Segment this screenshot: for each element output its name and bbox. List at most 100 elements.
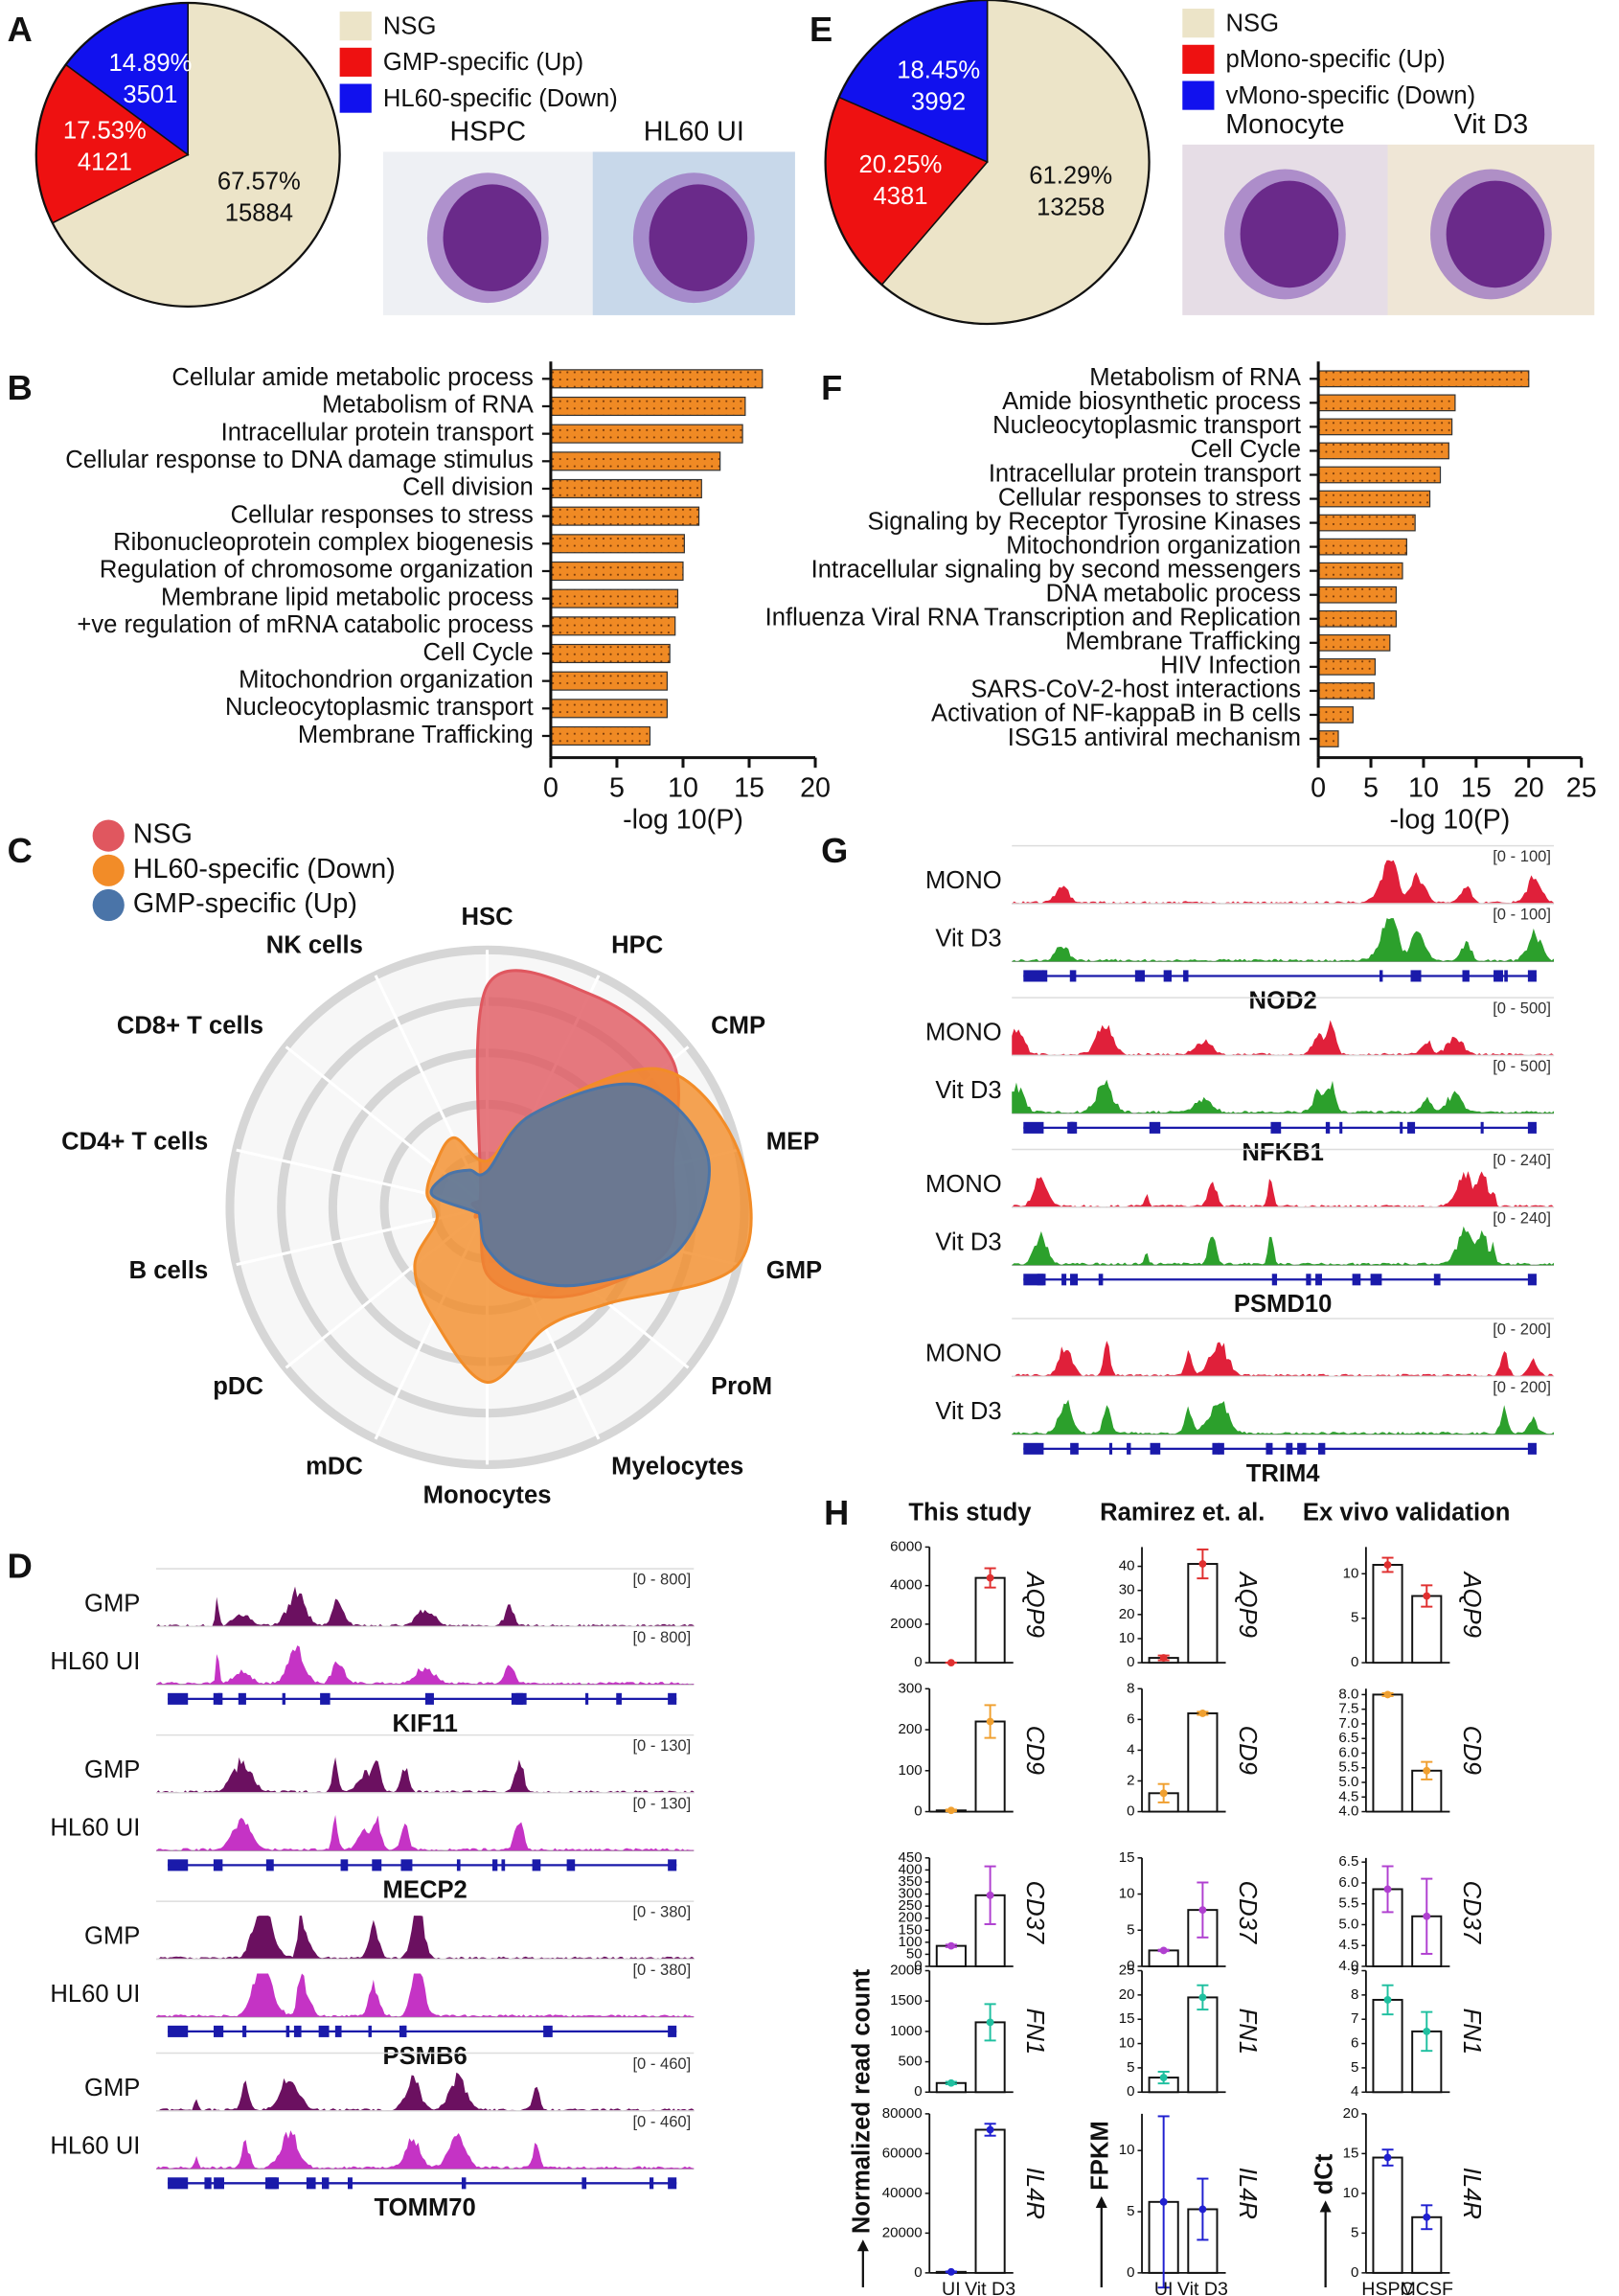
gene-name: NOD2 (1249, 987, 1317, 1014)
exon (372, 1859, 382, 1871)
legend-label: pMono-specific (Up) (1226, 46, 1446, 73)
category-label: Activation of NF-kappaB in B cells (931, 700, 1301, 727)
bar (1317, 562, 1403, 580)
y-tick-label: 80000 (882, 2105, 923, 2122)
exon (1069, 970, 1077, 982)
radar-area (429, 1082, 711, 1288)
y-tick-label: 250 (899, 1897, 923, 1914)
bar (1372, 1564, 1403, 1665)
y-tick-label: 1000 (890, 2023, 923, 2039)
signal-track (1012, 860, 1555, 905)
bar (974, 2128, 1006, 2274)
track-label: MONO (925, 1171, 1002, 1198)
exon (1042, 970, 1048, 982)
legend-label: GMP-specific (Up) (383, 49, 583, 76)
exon (1023, 970, 1044, 982)
track-label: GMP (84, 1591, 140, 1618)
y-tick-label: 200 (899, 1910, 923, 1926)
mean-dot (1423, 1766, 1431, 1775)
y-tick-label: 8.0 (1338, 1686, 1358, 1702)
exon (242, 2025, 247, 2037)
exon (214, 2177, 225, 2190)
y-tick-label: 0 (914, 1654, 922, 1670)
y-tick-label: 2000 (890, 1616, 923, 1632)
category-label: Intracellular protein transport (221, 419, 534, 446)
y-tick-label: 5 (1351, 2059, 1358, 2076)
gene-label: CD37 (1021, 1881, 1048, 1945)
gene-label: IL4R (1234, 2168, 1261, 2219)
y-tick-label: 0 (1351, 2264, 1358, 2281)
track-range: [0 - 130] (632, 1736, 691, 1755)
gene-label: IL4R (1021, 2168, 1048, 2219)
y-tick-label: 300 (899, 1886, 923, 1902)
panel-letter: E (810, 10, 832, 49)
y-tick-label: 5 (1127, 1921, 1134, 1938)
category-label: HIV Infection (1160, 653, 1301, 679)
category-label: Membrane Trafficking (1065, 629, 1301, 655)
exon (566, 1859, 576, 1871)
gene-label: CD37 (1234, 1881, 1261, 1945)
y-tick-label: 2 (1127, 1772, 1134, 1788)
axis-label: mDC (306, 1454, 363, 1481)
legend-label: GMP-specific (Up) (133, 888, 357, 919)
y-tick-label: 5.5 (1338, 1759, 1358, 1776)
y-tick-label: 1500 (890, 1992, 923, 2009)
axis-label: CMP (711, 1012, 765, 1039)
exon (1098, 1274, 1104, 1286)
mean-dot (1383, 1885, 1392, 1894)
exon (168, 2025, 189, 2037)
bar (1317, 730, 1339, 747)
image-label: Monocyte (1225, 109, 1344, 140)
category-label: Nucleocytoplasmic transport (992, 412, 1301, 439)
exon (320, 1692, 331, 1705)
exon (213, 1692, 222, 1705)
x-tick-label: 0 (1311, 772, 1326, 803)
category-label: +ve regulation of mRNA catabolic process (77, 611, 533, 638)
bar (1187, 1996, 1219, 2094)
track-range: [0 - 200] (1493, 1378, 1551, 1396)
exon (1134, 970, 1145, 982)
category-label: Influenza Viral RNA Transcription and Re… (765, 605, 1301, 631)
gene-label: CD37 (1458, 1881, 1485, 1945)
bar (550, 451, 721, 471)
y-tick-label: 15 (1119, 1849, 1135, 1866)
gene-name: KIF11 (392, 1711, 457, 1737)
category-label: DNA metabolic process (1046, 580, 1301, 607)
legend-swatch (1182, 44, 1215, 74)
y-tick-label: 4.0 (1338, 1803, 1358, 1820)
exon (1061, 1274, 1067, 1286)
exon (1070, 1442, 1079, 1455)
gene-label: CD9 (1234, 1726, 1261, 1775)
legend-label: NSG (133, 819, 193, 850)
x-tick-label: MCSF (1400, 2279, 1453, 2296)
category-label: Mitochondrion organization (239, 666, 534, 693)
exon (581, 2177, 587, 2190)
image-label: HSPC (449, 116, 526, 147)
mean-dot (986, 2018, 994, 2027)
exon (1023, 1121, 1044, 1134)
y-tick-label: 4000 (890, 1577, 923, 1594)
mean-dot (1198, 1710, 1207, 1717)
exon (668, 2177, 677, 2190)
pie-outline (824, 0, 1151, 326)
legend-label: HL60-specific (Down) (133, 854, 396, 884)
legend-label: NSG (1226, 10, 1280, 36)
y-tick-label: 0 (914, 2083, 922, 2100)
y-tick-label: 2000 (890, 1963, 923, 1979)
gene-label: FN1 (1458, 2009, 1485, 2055)
exon (1315, 1274, 1322, 1286)
y-tick-label: 500 (899, 2054, 923, 2070)
signal-track (156, 2130, 695, 2170)
gene-name: TOMM70 (374, 2194, 475, 2221)
category-label: Membrane Trafficking (298, 722, 534, 748)
legend-swatch (339, 11, 372, 41)
mean-dot (946, 2078, 955, 2087)
bar (1372, 1693, 1403, 1813)
y-tick-label: 60000 (882, 2145, 923, 2161)
exon (1379, 970, 1383, 982)
track-label: Vit D3 (935, 1077, 1001, 1104)
slice-percent: 18.45% (897, 57, 980, 83)
y-tick-label: 0 (1127, 1958, 1134, 1974)
signal-track (156, 2072, 695, 2111)
exon (1070, 1274, 1079, 1286)
